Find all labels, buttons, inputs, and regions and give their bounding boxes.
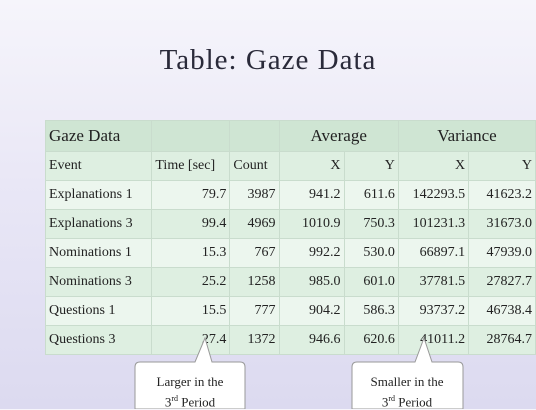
table-cell: 4969 — [229, 209, 280, 239]
header-cell — [151, 120, 231, 152]
gaze-table: Gaze Data Average Variance Event Time [sec] C… — [44, 120, 536, 355]
header-row: Event Time [sec] Count X Y X Y — [44, 151, 536, 181]
callout-box — [134, 336, 246, 409]
table-cell: Explanations 1 — [44, 180, 153, 210]
table-row: Questions 1 15.5 777 904.2 586.3 93737.2 46738… — [44, 296, 536, 326]
column-header: Time [sec] — [151, 151, 231, 181]
table-cell: 25.2 — [151, 267, 231, 297]
table-row: Explanations 1 79.7 3987 941.2 611.6 142293.5… — [44, 180, 536, 210]
table-row: Nominations 3 25.2 1258 985.0 601.0 37781.5 27… — [44, 267, 536, 297]
callout-text: Smaller in the — [370, 374, 444, 389]
table-cell: 27827.7 — [468, 267, 536, 297]
table-cell: 620.6 — [343, 325, 399, 355]
table-cell: 15.3 — [151, 238, 231, 268]
callout: Smaller in the 3rd Period — [352, 373, 462, 410]
table-cell: 767 — [229, 238, 280, 268]
table-cell: 79.7 — [151, 180, 231, 210]
table-cell: 777 — [229, 296, 280, 326]
table-cell: 586.3 — [343, 296, 399, 326]
table-cell: 992.2 — [278, 238, 345, 268]
callout-text: 3 — [381, 394, 389, 410]
callout: Larger in the 3rd Period — [135, 373, 245, 410]
table-cell: 28764.7 — [468, 325, 536, 355]
column-header: X — [278, 151, 345, 181]
column-header: X — [397, 151, 470, 181]
callout-text: rd — [171, 394, 178, 403]
header-cell: Gaze Data — [44, 120, 153, 152]
header-cell — [229, 120, 280, 152]
table-row: Questions 3 27.4 1372 946.6 620.6 41011.2 2876… — [44, 325, 536, 355]
table-cell: 93737.2 — [397, 296, 470, 326]
table-cell: 41011.2 — [397, 325, 470, 355]
header-cell: Variance — [397, 120, 536, 152]
table-cell: Nominations 3 — [44, 267, 153, 297]
column-header: Y — [468, 151, 536, 181]
table-cell: 601.0 — [343, 267, 399, 297]
table-cell: 15.5 — [151, 296, 231, 326]
table-cell: 142293.5 — [397, 180, 470, 210]
table-cell: 47939.0 — [468, 238, 536, 268]
table-cell: 101231.3 — [397, 209, 470, 239]
column-header: Event — [44, 151, 153, 181]
table-row: Explanations 3 99.4 4969 1010.9 750.3 101231.… — [44, 209, 536, 239]
slide-title: Table: Gaze Data — [159, 44, 377, 76]
table-cell: 37781.5 — [397, 267, 470, 297]
table-cell: 946.6 — [278, 325, 345, 355]
callout-text: rd — [388, 394, 395, 403]
table-cell: Questions 3 — [44, 325, 153, 355]
header-row: Gaze Data Average Variance — [44, 120, 536, 152]
table-cell: 3987 — [229, 180, 280, 210]
column-header: Count — [229, 151, 280, 181]
table-cell: 941.2 — [278, 180, 345, 210]
table-cell: Nominations 1 — [44, 238, 153, 268]
callout-text: Period — [394, 394, 433, 410]
table-cell: 66897.1 — [397, 238, 470, 268]
table-cell: Questions 1 — [44, 296, 153, 326]
callout-box — [351, 336, 464, 409]
table-cell: 904.2 — [278, 296, 345, 326]
callout-text: Period — [177, 394, 216, 410]
callout-text: 3 — [164, 394, 172, 410]
table-cell: 41623.2 — [468, 180, 536, 210]
table-row: Nominations 1 15.3 767 992.2 530.0 66897.1 479… — [44, 238, 536, 268]
table-cell: 530.0 — [343, 238, 399, 268]
table-cell: 1372 — [229, 325, 280, 355]
table-cell: 31673.0 — [468, 209, 536, 239]
table-cell: 27.4 — [151, 325, 231, 355]
column-header: Y — [343, 151, 399, 181]
callout-text: Larger in the — [156, 374, 224, 389]
